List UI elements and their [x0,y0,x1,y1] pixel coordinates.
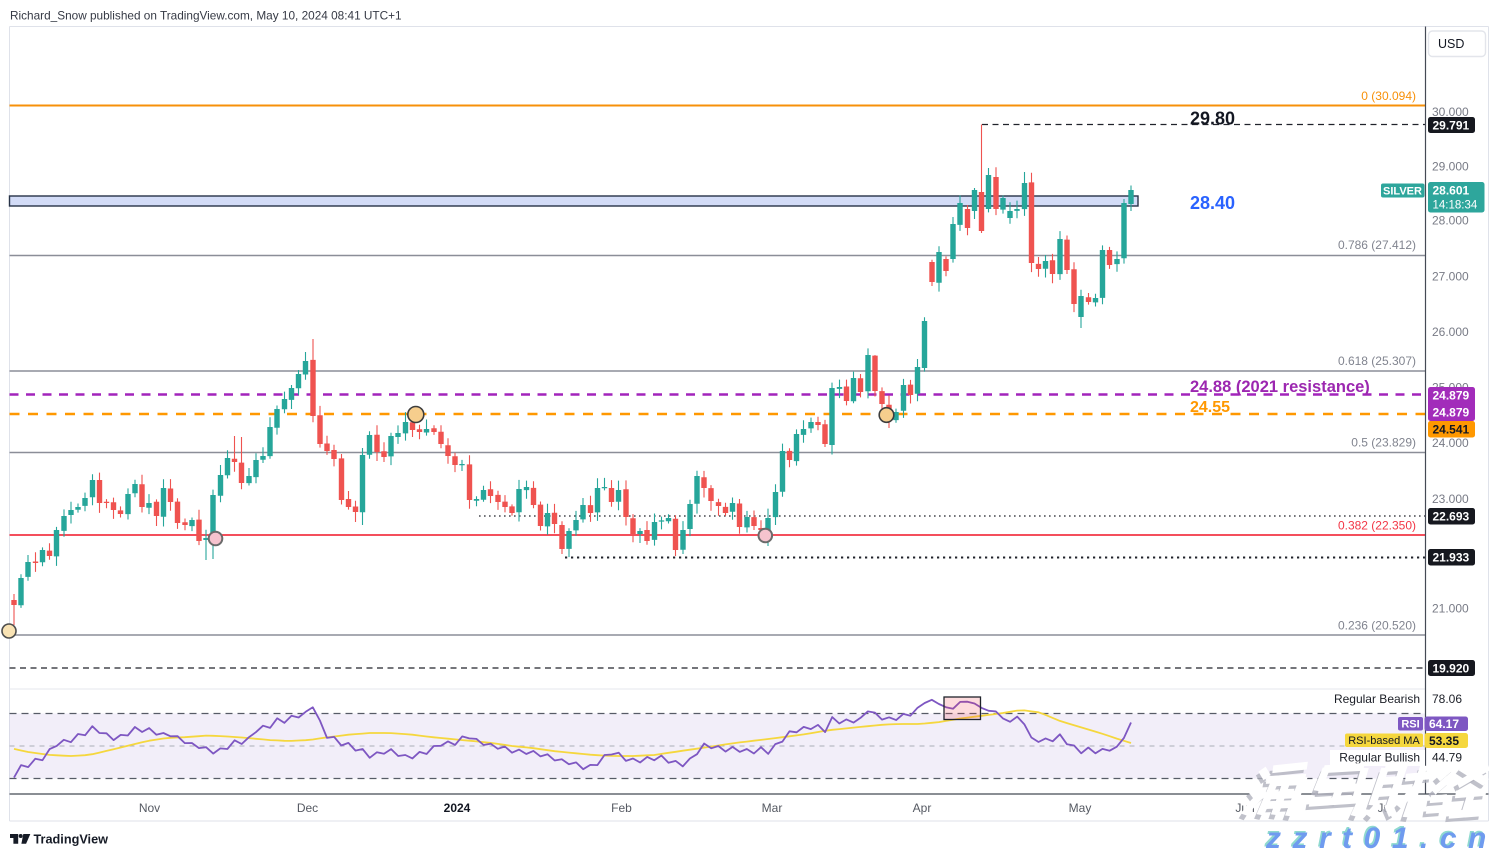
svg-text:0.618 (25.307): 0.618 (25.307) [1338,354,1416,368]
svg-text:27.000: 27.000 [1432,270,1469,284]
svg-text:14:18:34: 14:18:34 [1433,200,1478,212]
svg-text:78.06: 78.06 [1432,692,1462,706]
svg-text:29.000: 29.000 [1432,160,1469,174]
svg-text:24.88 (2021 resistance): 24.88 (2021 resistance) [1190,378,1370,396]
svg-text:29.80: 29.80 [1190,109,1235,129]
svg-text:2024: 2024 [444,801,471,815]
svg-text:26.000: 26.000 [1432,325,1469,339]
svg-text:19.920: 19.920 [1433,661,1470,675]
svg-text:Apr: Apr [913,801,932,815]
svg-text:53.35: 53.35 [1429,734,1459,748]
svg-text:21.000: 21.000 [1432,602,1469,616]
svg-text:22.693: 22.693 [1433,510,1470,524]
svg-text:May: May [1069,801,1092,815]
svg-text:23.000: 23.000 [1432,492,1469,506]
svg-text:USD: USD [1438,37,1464,51]
svg-text:28.601: 28.601 [1433,184,1470,198]
svg-text:0 (30.094): 0 (30.094) [1361,89,1416,103]
svg-text:29.791: 29.791 [1433,118,1470,132]
svg-text:Dec: Dec [297,801,318,815]
svg-text:Regular Bearish: Regular Bearish [1334,692,1420,706]
svg-text:30.000: 30.000 [1432,105,1469,119]
svg-text:0.786 (27.412): 0.786 (27.412) [1338,238,1416,252]
svg-text:64.17: 64.17 [1429,717,1459,731]
svg-text:Regular Bullish: Regular Bullish [1339,751,1420,765]
svg-text:zzrt01.cn: zzrt01.cn [1264,821,1497,854]
svg-text:SILVER: SILVER [1383,186,1422,198]
svg-text:24.55: 24.55 [1190,399,1230,416]
svg-text:24.879: 24.879 [1433,389,1470,403]
svg-text:0.236 (20.520): 0.236 (20.520) [1338,619,1416,633]
svg-text:24.541: 24.541 [1433,423,1470,437]
svg-text:RSI-based MA: RSI-based MA [1348,735,1420,747]
svg-text:0.382 (22.350): 0.382 (22.350) [1338,519,1416,533]
svg-text:Nov: Nov [139,801,160,815]
svg-text:zzrt01.cn: zzrt01.cn [1265,822,1498,855]
svg-text:0.5 (23.829): 0.5 (23.829) [1351,436,1416,450]
svg-text:Mar: Mar [762,801,783,815]
svg-text:21.933: 21.933 [1433,551,1470,565]
svg-text:24.879: 24.879 [1433,406,1470,420]
svg-text:Feb: Feb [611,801,632,815]
svg-text:44.79: 44.79 [1432,751,1462,765]
svg-text:28.000: 28.000 [1432,214,1469,228]
svg-text:RSI: RSI [1401,719,1419,731]
svg-text:28.40: 28.40 [1190,193,1235,213]
svg-text:Richard_Snow published on Trad: Richard_Snow published on TradingView.co… [10,9,402,23]
svg-text:TradingView: TradingView [34,832,109,846]
svg-text:24.000: 24.000 [1432,436,1469,450]
